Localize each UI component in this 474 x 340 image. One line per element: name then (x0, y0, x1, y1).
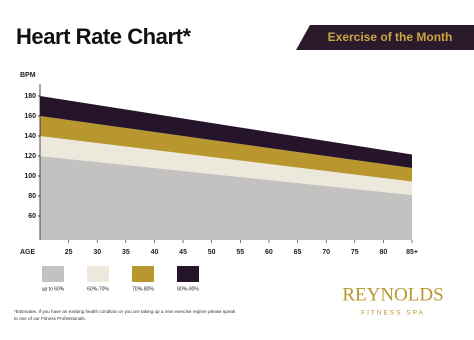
legend-label: 70%-80% (132, 286, 154, 292)
plot: 60 80 100 120 140 160 180 25 30 35 40 45 50 55 60 65 70 7… (24, 84, 418, 292)
x-tick-label: 65 (294, 249, 302, 256)
logo-name: REYNOLDS (342, 284, 443, 305)
legend-swatch (42, 266, 64, 282)
chart-title: Heart Rate Chart* (16, 24, 191, 49)
y-axis-label: BPM (20, 72, 36, 79)
y-tick-label: 180 (24, 93, 36, 100)
x-tick-label: 40 (151, 249, 159, 256)
x-tick-label: 60 (265, 249, 273, 256)
x-tick-label: 70 (322, 249, 330, 256)
legend-label: up to 60% (42, 286, 65, 292)
area (40, 156, 412, 240)
banner (296, 25, 474, 50)
area (40, 116, 412, 182)
footnote: *Estimates. If you have an existing heal… (14, 309, 236, 314)
x-tick-label: 50 (208, 249, 216, 256)
area (40, 96, 412, 168)
x-tick-label: 25 (65, 249, 73, 256)
legend-swatch (177, 266, 199, 282)
y-tick-label: 160 (24, 113, 36, 120)
y-tick-label: 80 (28, 193, 36, 200)
banner-text: Exercise of the Month (328, 30, 453, 44)
x-tick-label: 45 (179, 249, 187, 256)
y-tick-label: 60 (28, 213, 36, 220)
logo-tagline: FITNESS SPA (361, 310, 425, 317)
x-tick-label: 35 (122, 249, 130, 256)
area (40, 136, 412, 195)
y-tick-label: 120 (24, 153, 36, 160)
footnote: to one of our Fitness Professionals. (14, 316, 86, 321)
x-tick-label: 75 (351, 249, 359, 256)
x-tick-label: 80 (379, 249, 387, 256)
x-tick-label: 55 (236, 249, 244, 256)
x-axis-label: AGE (20, 249, 36, 256)
x-tick-label: 30 (93, 249, 101, 256)
legend-label: 60%-70% (87, 286, 109, 292)
y-tick-label: 100 (24, 173, 36, 180)
legend-swatch (87, 266, 109, 282)
x-tick-label: 85+ (406, 249, 418, 256)
legend-swatch (132, 266, 154, 282)
legend-label: 80%-90% (177, 286, 199, 292)
y-tick-label: 140 (24, 133, 36, 140)
